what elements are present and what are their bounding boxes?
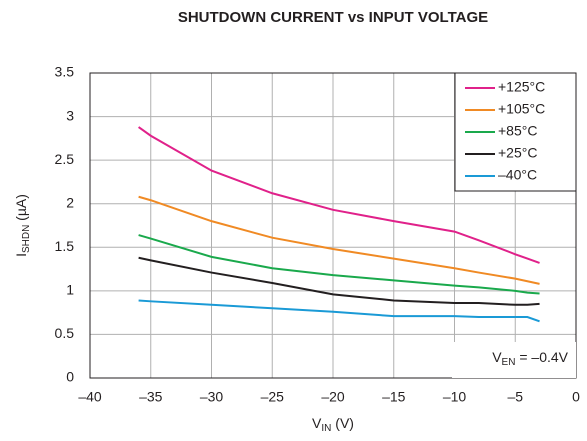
x-axis-label-part: (V)	[331, 415, 354, 431]
x-axis-label-part: V	[312, 415, 322, 431]
x-tick-label: –40	[78, 389, 102, 405]
y-axis-label: ISHDN (µA)	[13, 194, 32, 257]
y-axis-label-part: I	[13, 253, 29, 257]
legend-label: +25°C	[498, 145, 537, 161]
series-line	[138, 195, 540, 285]
y-tick-label: 1.5	[55, 238, 75, 254]
x-tick-label: –30	[200, 389, 224, 405]
y-tick-label: 2.5	[55, 151, 75, 167]
x-axis-label: VIN (V)	[312, 415, 354, 434]
series-line	[138, 256, 540, 306]
y-tick-label: 3.5	[55, 64, 75, 80]
y-tick-label: 3	[66, 107, 74, 123]
annotation-part: EN	[502, 357, 516, 368]
y-axis-label-part: SHDN	[21, 225, 32, 253]
y-tick-label: 2	[66, 194, 74, 210]
annotation-box	[452, 342, 576, 378]
x-tick-label: –35	[139, 389, 163, 405]
x-tick-label: 0	[572, 389, 580, 405]
plot-frame	[89, 72, 577, 379]
legend-label: +125°C	[498, 79, 545, 95]
y-tick-label: 0	[66, 369, 74, 385]
legend-label: +105°C	[498, 101, 545, 117]
series-line	[138, 126, 540, 264]
annotation-part: = –0.4V	[515, 349, 568, 365]
series-line	[138, 299, 540, 323]
chart-title: SHUTDOWN CURRENT vs INPUT VOLTAGE	[178, 9, 488, 26]
series-line	[138, 234, 540, 295]
x-tick-label: –25	[261, 389, 285, 405]
y-tick-label: 1	[66, 282, 74, 298]
y-axis-label-part: (µA)	[13, 194, 29, 225]
x-tick-label: –20	[321, 389, 345, 405]
legend-label: +85°C	[498, 123, 537, 139]
annotation: VEN = –0.4V	[492, 349, 568, 368]
legend-label: –40°C	[498, 167, 537, 183]
x-tick-label: –10	[443, 389, 467, 405]
x-tick-label: –5	[507, 389, 523, 405]
x-axis-label-part: IN	[321, 423, 331, 434]
y-tick-label: 0.5	[55, 325, 75, 341]
annotation-part: V	[492, 349, 502, 365]
x-tick-label: –15	[382, 389, 406, 405]
